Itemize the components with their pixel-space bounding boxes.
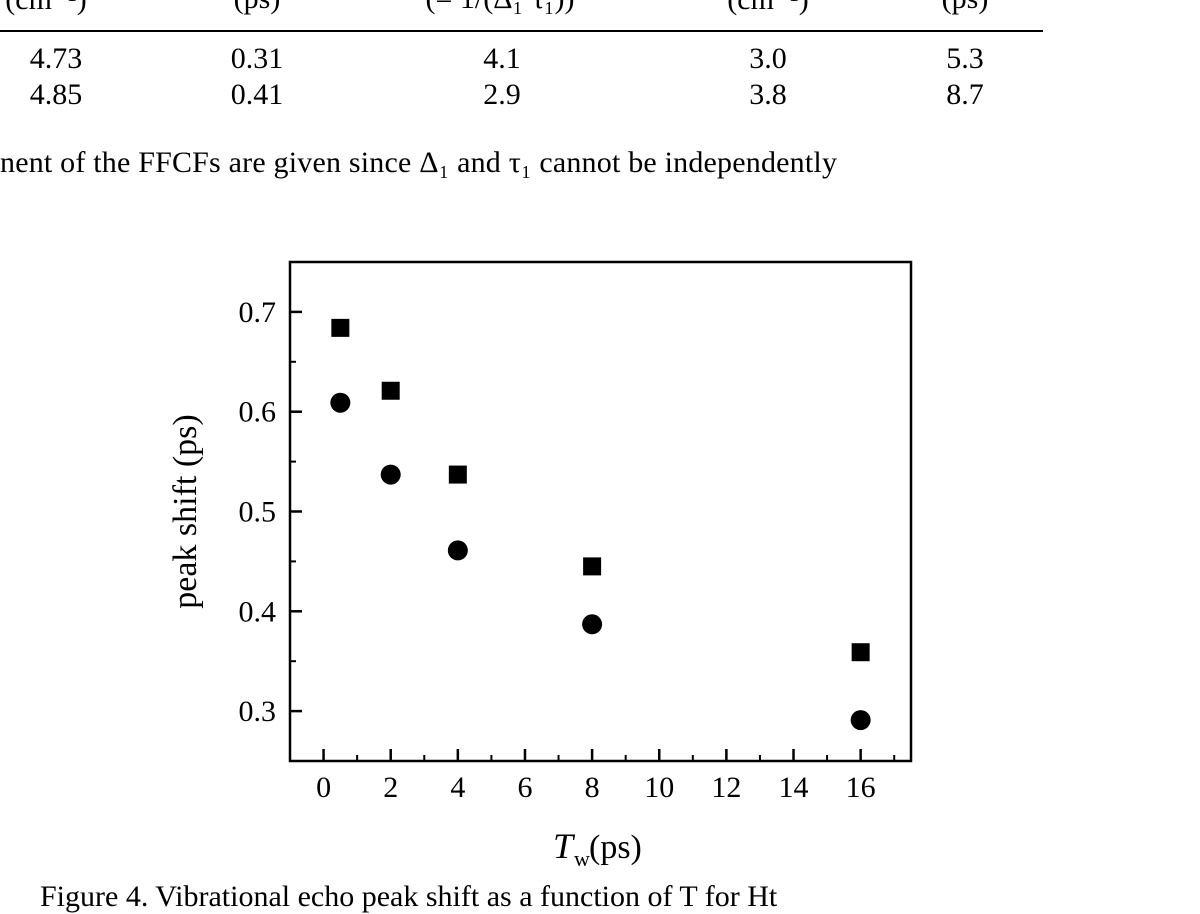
square-data-point	[381, 381, 400, 400]
x-axis-label-unit: (ps)	[589, 829, 642, 866]
y-tick-label: 0.3	[239, 695, 277, 728]
table-cell: 5.3	[946, 42, 984, 75]
circle-data-point	[330, 392, 351, 413]
plot-frame	[288, 260, 913, 763]
table-cell: 0.31	[230, 42, 284, 75]
table-cell: 4.85	[29, 78, 83, 111]
table-cell: 0.41	[230, 78, 284, 111]
x-tick-label: 6	[517, 771, 532, 804]
table-header-cell: (ps)	[942, 0, 989, 16]
data-table: (cm⁻¹) (ps) (= 1/(Δ₁²τ₁)) (cm⁻¹) (ps) 4.…	[0, 0, 1200, 120]
table-header-cell: (ps)	[234, 0, 281, 16]
y-tick-label: 0.4	[239, 595, 277, 628]
table-cell: 4.1	[483, 42, 521, 75]
x-axis-ticks: 0 2 4 6 8 10 12 14 16	[316, 749, 896, 804]
table-cell: 2.9	[483, 78, 521, 111]
x-tick-label: 8	[585, 771, 600, 804]
y-tick-label: 0.5	[239, 496, 277, 529]
table-footnote: nent of the FFCFs are given since Δ₁ and…	[0, 146, 838, 179]
circle-data-point	[582, 614, 603, 635]
circle-data-point	[380, 464, 401, 485]
table-row: 4.85 0.41 2.9 3.8 8.7	[0, 78, 1200, 114]
x-tick-label: 14	[779, 771, 809, 804]
y-axis-label: peak shift (ps)	[167, 414, 204, 609]
circle-data-point	[447, 540, 468, 561]
square-data-point	[851, 643, 870, 662]
square-data-point	[583, 557, 602, 576]
table-cell: 4.73	[29, 42, 83, 75]
x-axis-label-main: T	[553, 826, 576, 866]
table-header-cell: (cm⁻¹)	[727, 0, 808, 17]
table-rule	[0, 30, 1043, 32]
square-data-point	[331, 318, 350, 337]
y-tick-label: 0.6	[239, 396, 277, 429]
figure-caption: Figure 4. Vibrational echo peak shift as…	[40, 880, 778, 913]
y-tick-label: 0.7	[239, 296, 277, 329]
table-cell: 3.0	[749, 42, 787, 75]
circle-data-point	[850, 710, 871, 731]
x-axis-label-subscript: w	[574, 846, 590, 871]
x-tick-label: 4	[450, 771, 465, 804]
x-tick-label: 2	[383, 771, 398, 804]
x-tick-label: 0	[316, 771, 331, 804]
x-tick-label: 16	[846, 771, 876, 804]
square-data-point	[448, 465, 467, 484]
table-header-row: (cm⁻¹) (ps) (= 1/(Δ₁²τ₁)) (cm⁻¹) (ps)	[0, 0, 1200, 22]
table-cell: 8.7	[946, 78, 984, 111]
x-tick-label: 10	[644, 771, 674, 804]
data-marks	[330, 318, 871, 731]
table-row: 4.73 0.31 4.1 3.0 5.3	[0, 42, 1200, 78]
table-cell: 3.8	[749, 78, 787, 111]
x-tick-label: 12	[711, 771, 741, 804]
table-header-cell: (= 1/(Δ₁²τ₁))	[426, 0, 575, 16]
x-axis-label: T w (ps)	[553, 826, 642, 871]
y-axis-ticks: 0.3 0.4 0.5 0.6 0.7	[239, 261, 302, 762]
table-header-cell: (cm⁻¹)	[5, 0, 86, 17]
